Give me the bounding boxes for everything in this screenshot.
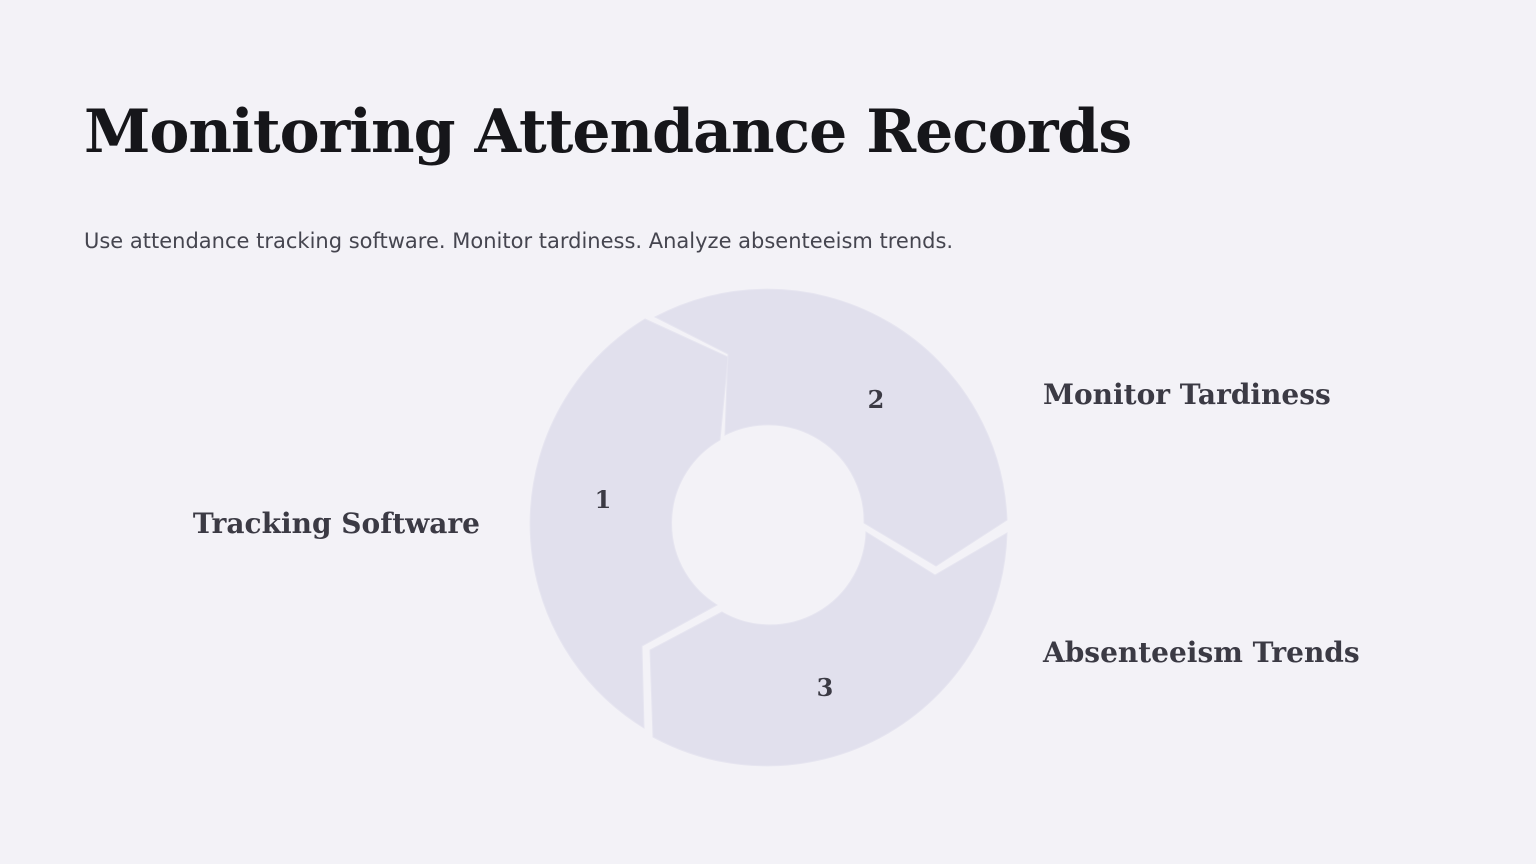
- step-number-3: 3: [817, 673, 834, 702]
- cycle-segment-1: [529, 318, 729, 729]
- step-number-2: 2: [868, 385, 885, 414]
- cycle-segment-3: [649, 531, 1008, 767]
- cycle-segment-2: [653, 288, 1008, 567]
- step-label-monitor-tardiness: Monitor Tardiness: [1043, 378, 1331, 411]
- step-number-1: 1: [595, 485, 612, 514]
- slide-title: Monitoring Attendance Records: [84, 97, 1132, 167]
- step-label-tracking-software: Tracking Software: [192, 507, 480, 540]
- step-label-absenteeism-trends: Absenteeism Trends: [1043, 636, 1360, 669]
- slide-subtitle: Use attendance tracking software. Monito…: [84, 229, 954, 253]
